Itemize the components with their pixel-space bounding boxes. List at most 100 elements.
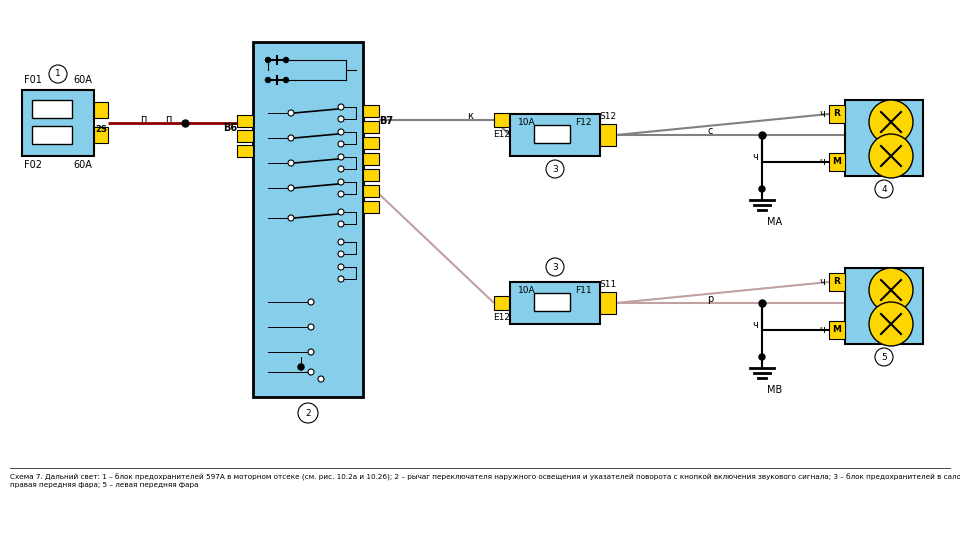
Text: п: п [165, 114, 171, 124]
Text: ч: ч [819, 157, 825, 167]
Circle shape [308, 349, 314, 355]
Circle shape [338, 209, 344, 215]
Bar [363, 105, 379, 117]
Text: M: M [832, 326, 842, 334]
Bar [363, 169, 379, 181]
Text: ч: ч [753, 320, 758, 330]
Bar [32, 100, 72, 118]
Circle shape [266, 77, 271, 83]
Text: Схема 7. Дальний свет: 1 – блок предохранителей 597А в моторном отсеке (см. рис.: Схема 7. Дальний свет: 1 – блок предохра… [10, 474, 960, 488]
Circle shape [869, 134, 913, 178]
Circle shape [288, 160, 294, 166]
Circle shape [338, 276, 344, 282]
Bar [829, 153, 845, 171]
Text: р: р [707, 294, 713, 304]
Text: 3: 3 [552, 262, 558, 271]
Bar [253, 42, 363, 397]
Circle shape [308, 369, 314, 375]
Text: S11: S11 [599, 280, 616, 289]
Text: 60A: 60A [73, 75, 92, 85]
Text: S12: S12 [599, 112, 616, 121]
Text: E12: E12 [493, 313, 511, 322]
Bar [829, 321, 845, 339]
Bar [600, 292, 616, 314]
Circle shape [869, 268, 913, 312]
Circle shape [283, 77, 289, 83]
Text: 3: 3 [552, 164, 558, 174]
Text: 2: 2 [305, 408, 311, 418]
Text: E12: E12 [493, 130, 511, 139]
Circle shape [869, 302, 913, 346]
Text: ч: ч [819, 277, 825, 287]
Circle shape [869, 100, 913, 144]
Circle shape [759, 354, 765, 360]
Text: F01: F01 [24, 75, 42, 85]
Bar [363, 201, 379, 213]
Bar [494, 296, 510, 310]
Circle shape [288, 135, 294, 141]
Circle shape [298, 403, 318, 423]
Circle shape [338, 166, 344, 172]
Circle shape [338, 221, 344, 227]
Text: п: п [140, 114, 146, 124]
Text: 5: 5 [881, 352, 887, 362]
Text: ч: ч [753, 152, 758, 162]
Text: 10A: 10A [518, 286, 536, 295]
Bar [510, 114, 600, 156]
Text: 2S: 2S [95, 125, 107, 134]
Text: 10A: 10A [518, 118, 536, 127]
Bar [94, 127, 108, 143]
Circle shape [288, 215, 294, 221]
Bar [363, 185, 379, 197]
Circle shape [338, 129, 344, 135]
Text: M: M [832, 157, 842, 167]
Circle shape [318, 376, 324, 382]
Circle shape [338, 104, 344, 110]
Text: F11: F11 [575, 286, 592, 295]
Text: R: R [833, 277, 840, 287]
Bar [845, 268, 923, 344]
Circle shape [546, 258, 564, 276]
Text: 4: 4 [881, 185, 887, 193]
Text: 1: 1 [55, 70, 60, 78]
Bar [363, 153, 379, 165]
Circle shape [338, 264, 344, 270]
Bar [829, 273, 845, 291]
Circle shape [308, 299, 314, 305]
Bar [829, 105, 845, 123]
Circle shape [49, 65, 67, 83]
Bar [237, 130, 253, 142]
Circle shape [266, 58, 271, 62]
Text: B6: B6 [223, 123, 237, 133]
Circle shape [298, 364, 304, 370]
Bar [534, 293, 570, 311]
Bar [32, 126, 72, 144]
Text: 60A: 60A [73, 160, 92, 170]
Circle shape [288, 185, 294, 191]
Bar [237, 115, 253, 127]
Circle shape [338, 191, 344, 197]
Circle shape [546, 160, 564, 178]
Text: B7: B7 [379, 116, 394, 126]
Circle shape [338, 239, 344, 245]
Circle shape [308, 324, 314, 330]
Text: с: с [708, 126, 712, 136]
Circle shape [338, 179, 344, 185]
Circle shape [338, 116, 344, 122]
Bar [22, 90, 94, 156]
Circle shape [338, 141, 344, 147]
Text: к: к [468, 111, 473, 121]
Circle shape [338, 154, 344, 160]
Bar [534, 125, 570, 143]
Circle shape [875, 180, 893, 198]
Text: ч: ч [819, 325, 825, 335]
Circle shape [875, 348, 893, 366]
Text: F12: F12 [575, 118, 592, 127]
Bar [845, 100, 923, 176]
Bar [94, 102, 108, 118]
Bar [600, 124, 616, 146]
Bar [363, 137, 379, 149]
Bar [237, 145, 253, 157]
Text: F02: F02 [24, 160, 42, 170]
Text: R: R [833, 110, 840, 118]
